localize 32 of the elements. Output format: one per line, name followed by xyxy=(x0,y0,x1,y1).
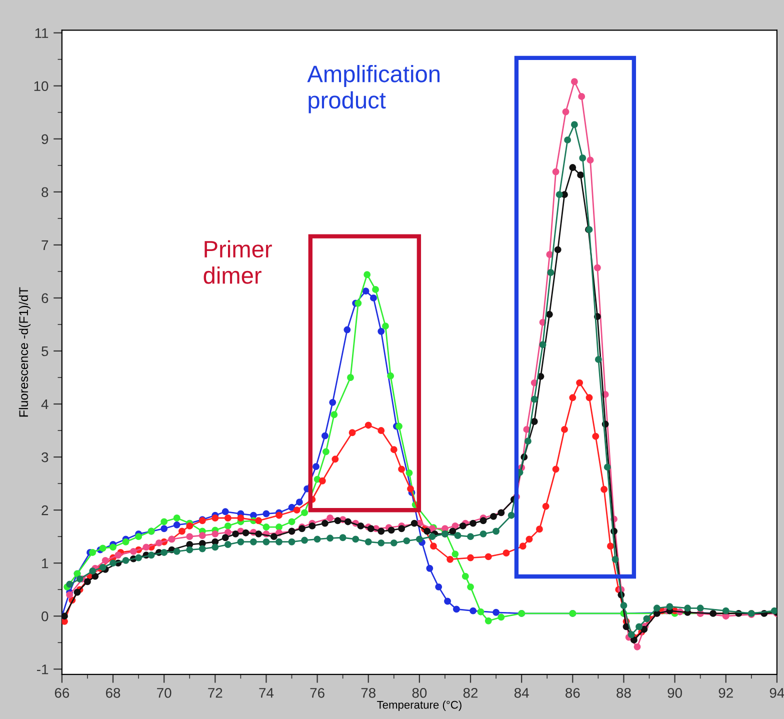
x-tick-label: 82 xyxy=(463,688,478,698)
y-tick-label: 8 xyxy=(42,187,48,198)
y-tick-label: -1 xyxy=(37,664,48,674)
x-tick-label: 72 xyxy=(208,688,222,698)
x-tick-label: 92 xyxy=(718,688,733,698)
x-tick-label: 80 xyxy=(412,688,427,698)
x-tick-label: 84 xyxy=(514,688,529,698)
x-tick-label: 86 xyxy=(566,688,580,698)
y-axis-title: Fluorescence -d(F1)/dT xyxy=(18,287,31,417)
x-tick-label: 70 xyxy=(157,688,172,698)
x-tick-label: 88 xyxy=(616,688,631,698)
y-tick-label: 5 xyxy=(42,346,48,356)
x-tick-label: 90 xyxy=(668,688,682,698)
y-tick-label: 3 xyxy=(42,452,48,462)
x-tick-label: 76 xyxy=(310,688,324,698)
x-tick-label: 68 xyxy=(106,688,120,698)
y-tick-label: 2 xyxy=(42,505,48,516)
y-tick-label: 4 xyxy=(41,399,48,410)
annotation: Amplification product xyxy=(307,64,440,114)
annotation: Primer dimer xyxy=(204,240,272,284)
y-tick-label: 9 xyxy=(42,134,48,144)
y-tick-label: 6 xyxy=(42,293,48,304)
x-axis-title: Temperature (°C) xyxy=(377,700,462,711)
x-tick-label: 66 xyxy=(54,688,70,698)
x-tick-label: 74 xyxy=(259,688,274,698)
y-tick-label: 1 xyxy=(42,558,48,568)
y-tick-label: 10 xyxy=(34,81,48,92)
x-tick-label: 94 xyxy=(770,688,784,698)
y-tick-label: 7 xyxy=(42,240,48,250)
y-tick-label: 0 xyxy=(42,611,48,622)
x-tick-label: 78 xyxy=(361,688,376,698)
y-tick-label: 11 xyxy=(35,28,48,38)
